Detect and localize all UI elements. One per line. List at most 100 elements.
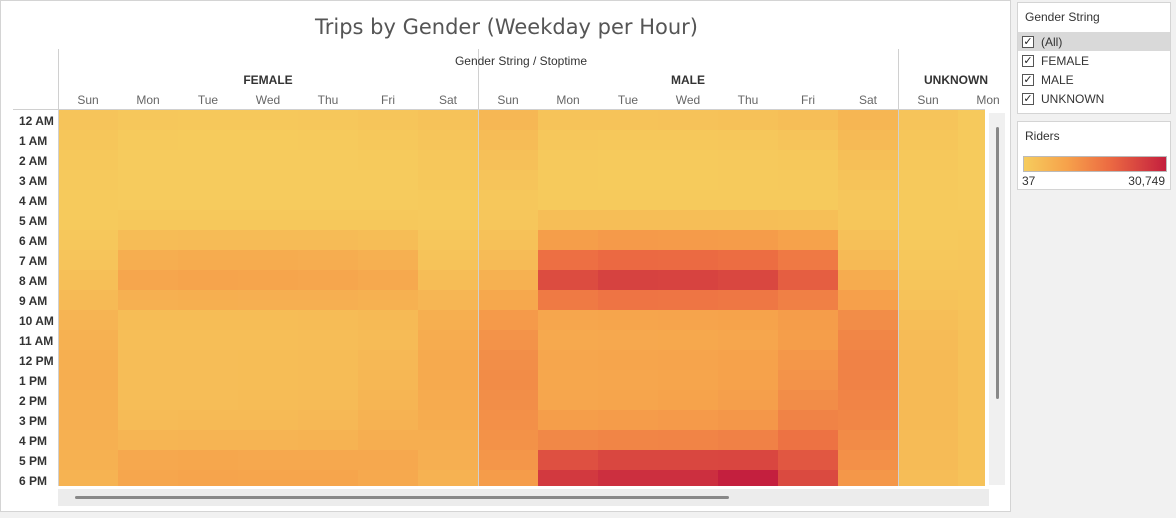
heat-cell-female-sun-3[interactable] — [58, 170, 118, 190]
heat-cell-female-thu-6[interactable] — [298, 230, 358, 250]
heat-cell-unknown-mon-3[interactable] — [958, 170, 1012, 190]
heat-cell-male-sun-18[interactable] — [478, 470, 538, 490]
heat-cell-male-tue-2[interactable] — [598, 150, 658, 170]
heat-cell-male-mon-0[interactable] — [538, 110, 598, 130]
heat-cell-male-sat-12[interactable] — [838, 350, 898, 370]
heat-cell-male-sun-6[interactable] — [478, 230, 538, 250]
heat-cell-female-fri-14[interactable] — [358, 390, 418, 410]
heat-cell-male-wed-12[interactable] — [658, 350, 718, 370]
heat-cell-male-mon-12[interactable] — [538, 350, 598, 370]
heat-cell-unknown-mon-15[interactable] — [958, 410, 1012, 430]
heat-cell-female-sat-1[interactable] — [418, 130, 478, 150]
heat-cell-female-thu-5[interactable] — [298, 210, 358, 230]
heat-cell-female-thu-17[interactable] — [298, 450, 358, 470]
heat-cell-female-sun-0[interactable] — [58, 110, 118, 130]
heat-cell-male-mon-15[interactable] — [538, 410, 598, 430]
heat-cell-unknown-sun-6[interactable] — [898, 230, 958, 250]
heat-cell-male-sat-6[interactable] — [838, 230, 898, 250]
heat-cell-female-sat-15[interactable] — [418, 410, 478, 430]
heat-cell-male-sun-13[interactable] — [478, 370, 538, 390]
heat-cell-male-sat-16[interactable] — [838, 430, 898, 450]
heat-cell-female-sat-0[interactable] — [418, 110, 478, 130]
heat-cell-female-tue-15[interactable] — [178, 410, 238, 430]
heat-cell-female-sun-9[interactable] — [58, 290, 118, 310]
heat-cell-male-thu-14[interactable] — [718, 390, 778, 410]
heat-cell-unknown-sun-12[interactable] — [898, 350, 958, 370]
heat-cell-female-sat-6[interactable] — [418, 230, 478, 250]
heat-cell-male-fri-12[interactable] — [778, 350, 838, 370]
heat-cell-female-wed-3[interactable] — [238, 170, 298, 190]
heat-cell-female-tue-4[interactable] — [178, 190, 238, 210]
heat-cell-male-fri-1[interactable] — [778, 130, 838, 150]
heat-cell-female-wed-16[interactable] — [238, 430, 298, 450]
heat-cell-male-fri-14[interactable] — [778, 390, 838, 410]
heat-cell-male-fri-0[interactable] — [778, 110, 838, 130]
heat-cell-male-wed-15[interactable] — [658, 410, 718, 430]
heat-cell-female-mon-0[interactable] — [118, 110, 178, 130]
heat-cell-female-sun-14[interactable] — [58, 390, 118, 410]
heat-cell-female-mon-5[interactable] — [118, 210, 178, 230]
heat-cell-female-sun-15[interactable] — [58, 410, 118, 430]
heat-cell-male-fri-13[interactable] — [778, 370, 838, 390]
heat-cell-male-sat-9[interactable] — [838, 290, 898, 310]
heat-cell-female-wed-17[interactable] — [238, 450, 298, 470]
heat-cell-female-sat-5[interactable] — [418, 210, 478, 230]
heat-cell-female-mon-15[interactable] — [118, 410, 178, 430]
heat-cell-female-thu-8[interactable] — [298, 270, 358, 290]
heat-cell-male-tue-5[interactable] — [598, 210, 658, 230]
heat-cell-male-fri-18[interactable] — [778, 470, 838, 490]
heat-cell-female-sat-3[interactable] — [418, 170, 478, 190]
heat-cell-male-mon-10[interactable] — [538, 310, 598, 330]
heat-cell-female-fri-16[interactable] — [358, 430, 418, 450]
filter-item-all[interactable]: ✓ (All) — [1018, 32, 1170, 51]
heat-cell-female-fri-11[interactable] — [358, 330, 418, 350]
heat-cell-male-thu-9[interactable] — [718, 290, 778, 310]
heat-cell-female-wed-8[interactable] — [238, 270, 298, 290]
vertical-scrollbar-thumb[interactable] — [996, 127, 999, 399]
heat-cell-female-wed-12[interactable] — [238, 350, 298, 370]
heat-cell-male-sun-1[interactable] — [478, 130, 538, 150]
heat-cell-female-sat-16[interactable] — [418, 430, 478, 450]
heat-cell-male-fri-2[interactable] — [778, 150, 838, 170]
heat-cell-female-fri-13[interactable] — [358, 370, 418, 390]
heat-cell-female-fri-18[interactable] — [358, 470, 418, 490]
heat-cell-unknown-mon-14[interactable] — [958, 390, 1012, 410]
heat-cell-male-fri-16[interactable] — [778, 430, 838, 450]
heat-cell-male-tue-14[interactable] — [598, 390, 658, 410]
heat-cell-male-tue-15[interactable] — [598, 410, 658, 430]
heat-cell-unknown-mon-11[interactable] — [958, 330, 1012, 350]
heat-cell-female-tue-8[interactable] — [178, 270, 238, 290]
heat-cell-male-sun-8[interactable] — [478, 270, 538, 290]
heat-cell-female-tue-12[interactable] — [178, 350, 238, 370]
heat-cell-female-mon-6[interactable] — [118, 230, 178, 250]
heat-cell-female-wed-11[interactable] — [238, 330, 298, 350]
heat-cell-male-thu-3[interactable] — [718, 170, 778, 190]
heat-cell-male-tue-0[interactable] — [598, 110, 658, 130]
heat-cell-unknown-mon-6[interactable] — [958, 230, 1012, 250]
heat-cell-female-wed-13[interactable] — [238, 370, 298, 390]
heat-cell-male-sat-11[interactable] — [838, 330, 898, 350]
heat-cell-male-sun-0[interactable] — [478, 110, 538, 130]
heat-cell-male-fri-5[interactable] — [778, 210, 838, 230]
heat-cell-male-mon-17[interactable] — [538, 450, 598, 470]
heat-cell-female-sun-2[interactable] — [58, 150, 118, 170]
heat-cell-unknown-sun-14[interactable] — [898, 390, 958, 410]
filter-item-unknown[interactable]: ✓ UNKNOWN — [1018, 89, 1170, 108]
heat-cell-female-mon-16[interactable] — [118, 430, 178, 450]
heat-cell-female-thu-2[interactable] — [298, 150, 358, 170]
heat-cell-male-thu-16[interactable] — [718, 430, 778, 450]
heat-cell-female-tue-2[interactable] — [178, 150, 238, 170]
heat-cell-male-fri-3[interactable] — [778, 170, 838, 190]
heat-cell-male-tue-7[interactable] — [598, 250, 658, 270]
checkbox-icon[interactable]: ✓ — [1022, 73, 1034, 86]
heat-cell-unknown-sun-15[interactable] — [898, 410, 958, 430]
heat-cell-male-mon-2[interactable] — [538, 150, 598, 170]
heat-cell-unknown-sun-3[interactable] — [898, 170, 958, 190]
heat-cell-male-wed-5[interactable] — [658, 210, 718, 230]
heat-cell-male-sun-15[interactable] — [478, 410, 538, 430]
heat-cell-female-sun-4[interactable] — [58, 190, 118, 210]
heat-cell-male-mon-16[interactable] — [538, 430, 598, 450]
heat-cell-female-mon-10[interactable] — [118, 310, 178, 330]
heat-cell-female-mon-14[interactable] — [118, 390, 178, 410]
heat-cell-male-wed-1[interactable] — [658, 130, 718, 150]
